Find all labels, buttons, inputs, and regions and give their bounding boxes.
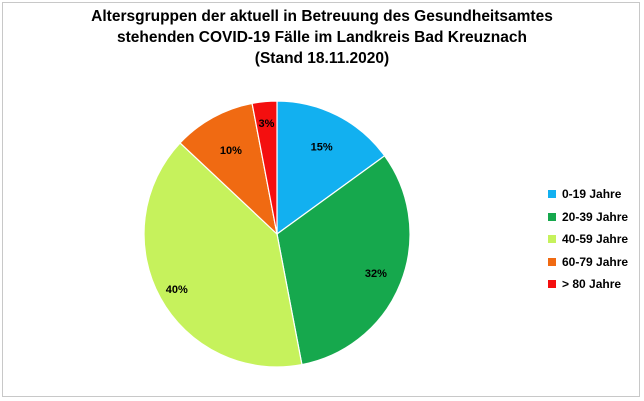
data-label-40-59: 40% (166, 284, 188, 296)
legend-item-80-plus: > 80 Jahre (548, 273, 628, 296)
data-label-0-19: 15% (311, 141, 333, 153)
data-label-60-79: 10% (220, 145, 242, 157)
legend-item-40-59: 40-59 Jahre (548, 228, 628, 251)
chart-title-line-1: Altersgruppen der aktuell in Betreuung d… (91, 8, 553, 25)
legend-item-0-19: 0-19 Jahre (548, 183, 628, 206)
pie-slice-60-79 (179, 102, 278, 236)
pie-slice-80-plus (251, 100, 278, 235)
chart-title: Altersgruppen der aktuell in Betreuung d… (0, 6, 644, 69)
chart-title-line-3: (Stand 18.11.2020) (254, 50, 390, 67)
legend-swatch (548, 212, 556, 221)
legend-swatch (548, 257, 556, 266)
legend-swatch (548, 190, 556, 199)
legend-label: 40-59 Jahre (562, 232, 629, 247)
pie-slice-40-59 (143, 142, 303, 368)
legend-item-60-79: 60-79 Jahre (548, 251, 628, 274)
legend-swatch (548, 280, 556, 289)
chart-title-line-2: stehenden COVID-19 Fälle im Landkreis Ba… (116, 29, 527, 46)
pie-slice-0-19 (276, 100, 386, 236)
data-label-20-39: 32% (365, 268, 387, 280)
legend-label: 20-39 Jahre (562, 209, 629, 224)
legend-swatch (548, 235, 556, 244)
pie-slice-20-39 (276, 154, 411, 366)
legend-item-20-39: 20-39 Jahre (548, 206, 628, 229)
legend-label: 60-79 Jahre (562, 254, 629, 269)
legend: 0-19 Jahre 20-39 Jahre 40-59 Jahre 60-79… (548, 183, 628, 296)
legend-label: 0-19 Jahre (562, 187, 622, 202)
data-label-80-plus: 3% (259, 118, 275, 130)
legend-label: > 80 Jahre (562, 277, 622, 292)
